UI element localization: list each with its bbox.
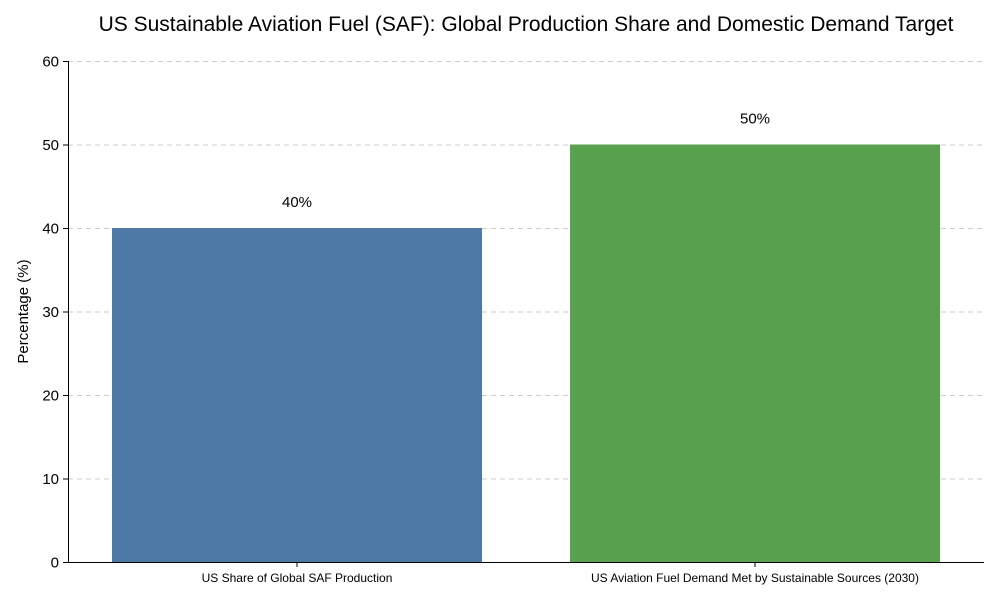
bar <box>569 144 941 562</box>
y-axis-ticks: 0 10 20 30 40 50 60 <box>42 54 756 572</box>
y-axis-title: Percentage (%) <box>15 259 32 363</box>
y-tick-label: 60 <box>42 54 59 71</box>
y-tick-label: 50 <box>42 137 59 154</box>
x-tick-label: US Aviation Fuel Demand Met by Sustainab… <box>591 571 919 585</box>
y-tick-label: 0 <box>51 555 59 572</box>
y-tick-label: 10 <box>42 471 59 488</box>
y-tick-label: 40 <box>42 221 59 238</box>
bar-value-label: 50% <box>740 111 770 128</box>
bar <box>111 228 483 562</box>
y-tick-label: 20 <box>42 388 59 405</box>
bars <box>111 144 941 562</box>
bar-value-label: 40% <box>282 194 312 211</box>
axes <box>68 61 984 563</box>
chart-title: US Sustainable Aviation Fuel (SAF): Glob… <box>98 13 954 36</box>
x-tick-label: US Share of Global SAF Production <box>202 571 393 585</box>
y-tick-label: 30 <box>42 304 59 321</box>
labels: US Share of Global SAF Production 40% US A… <box>202 111 919 586</box>
